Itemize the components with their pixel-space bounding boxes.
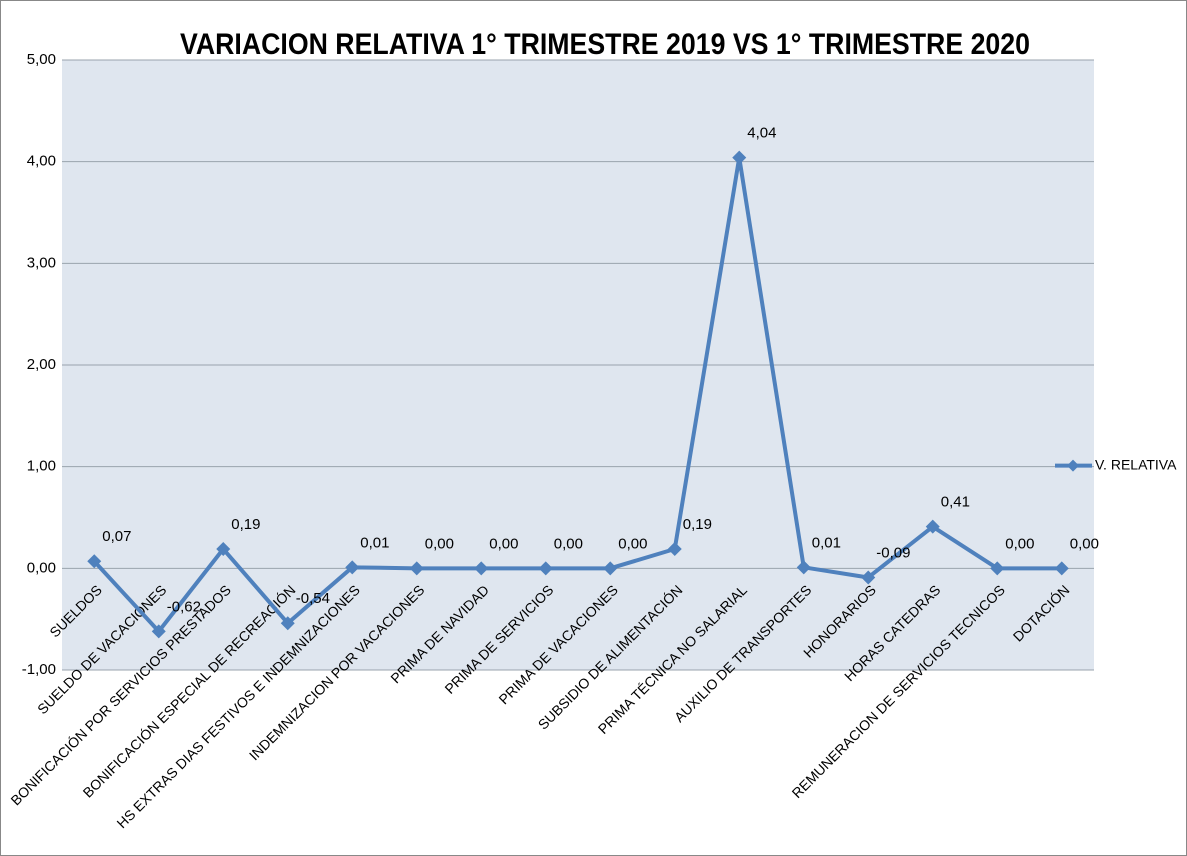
data-label: -0,54: [296, 590, 330, 607]
data-point: [345, 560, 360, 575]
data-label: 0,00: [1070, 535, 1099, 552]
data-label: -0,09: [876, 544, 910, 561]
data-label: 0,00: [554, 535, 583, 552]
data-point: [667, 542, 682, 557]
y-tick-label: 1,00: [27, 458, 56, 475]
data-label: 0,00: [425, 535, 454, 552]
data-label: 0,00: [618, 535, 647, 552]
data-point: [603, 561, 618, 576]
legend-label: V. RELATIVA: [1095, 456, 1177, 472]
data-label: 0,00: [489, 535, 518, 552]
data-point: [87, 554, 102, 569]
data-point: [151, 624, 166, 639]
data-point: [1054, 561, 1069, 576]
data-point: [925, 519, 940, 534]
data-point: [732, 150, 747, 165]
legend-marker: [1067, 459, 1079, 472]
y-tick-label: 2,00: [27, 356, 56, 373]
data-point: [990, 561, 1005, 576]
data-label: -0,62: [167, 598, 201, 615]
data-point: [280, 616, 295, 631]
y-tick-label: -1,00: [22, 661, 56, 678]
y-tick-label: 4,00: [27, 153, 56, 170]
data-label: 0,19: [231, 516, 260, 533]
data-point: [216, 542, 231, 557]
data-label: 0,41: [941, 494, 970, 511]
data-label: 0,00: [1005, 535, 1034, 552]
data-point: [796, 560, 811, 575]
y-tick-label: 3,00: [27, 254, 56, 271]
data-point: [474, 561, 489, 576]
data-point: [861, 570, 876, 585]
data-label: 0,01: [812, 534, 841, 551]
data-label: 0,07: [102, 528, 131, 545]
data-point: [409, 561, 424, 576]
data-point: [538, 561, 553, 576]
series-line: [92, 155, 1062, 634]
data-label: 0,19: [683, 516, 712, 533]
y-tick-label: 5,00: [27, 51, 56, 68]
chart-title: VARIACION RELATIVA 1° TRIMESTRE 2019 VS …: [180, 28, 1030, 61]
data-label: 0,01: [360, 534, 389, 551]
y-tick-label: 0,00: [27, 559, 56, 576]
data-label: 4,04: [747, 125, 776, 142]
